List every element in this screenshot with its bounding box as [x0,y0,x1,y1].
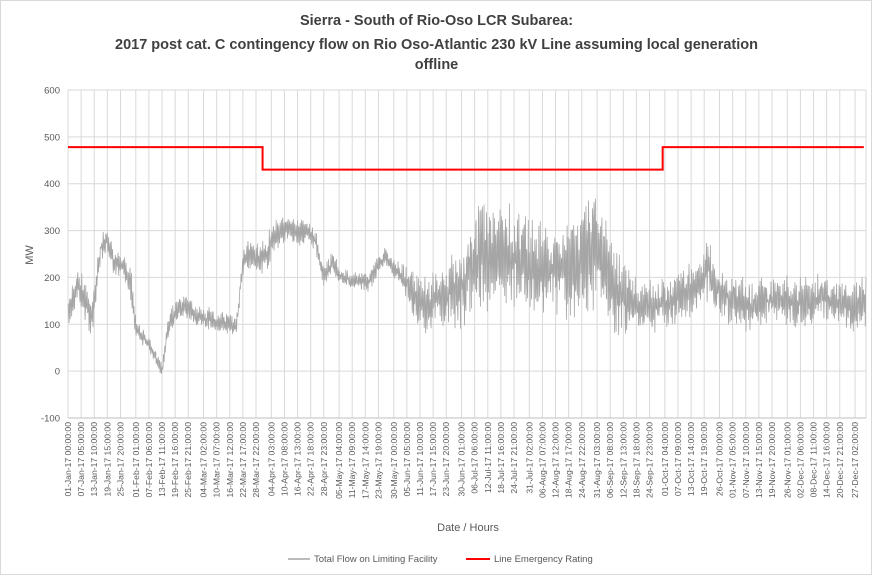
x-tick-label: 26-Oct-17 00:00:00 [715,422,725,496]
chart-title-line-3: offline [414,57,459,73]
x-tick-label: 25-Feb-17 21:00:00 [183,422,193,498]
series-layer [67,146,867,374]
x-tick-label: 27-Dec-17 02:00:00 [850,422,860,498]
x-tick-label: 01-Jan-17 00:00:00 [63,422,73,497]
y-tick-label: 200 [44,273,60,284]
x-tick-label: 30-May-17 00:00:00 [389,422,399,499]
x-tick-label: 12-Aug-17 12:00:00 [551,422,561,498]
x-tick-label: 17-May-17 14:00:00 [360,422,370,499]
legend: Total Flow on Limiting Facility Line Eme… [288,554,593,565]
x-tick-label: 01-Nov-17 05:00:00 [728,422,738,498]
x-tick-label: 19-Nov-17 20:00:00 [767,422,777,498]
x-tick-label: 07-Feb-17 06:00:00 [144,422,154,498]
x-tick-label: 10-Mar-17 07:00:00 [212,422,222,498]
x-tick-label: 04-Mar-17 02:00:00 [199,422,209,498]
y-tick-label: -100 [41,414,60,425]
x-tick-label: 07-Jan-17 05:00:00 [76,422,86,497]
x-tick-label: 31-Jul-17 02:00:00 [524,422,534,494]
grid-layer [67,89,867,419]
x-tick-label: 24-Aug-17 22:00:00 [577,422,587,498]
x-tick-label: 30-Jun-17 01:00:00 [457,422,467,497]
x-tick-label: 13-Feb-17 11:00:00 [157,422,167,497]
x-tick-label: 01-Oct-17 04:00:00 [660,422,670,496]
y-tick-label: 600 [44,86,60,97]
x-tick-label: 10-Apr-17 08:00:00 [279,422,289,496]
x-tick-label: 06-Aug-17 07:00:00 [537,422,547,498]
chart-title-line-2: 2017 post cat. C contingency flow on Rio… [115,37,758,53]
x-tick-label: 28-Mar-17 22:00:00 [251,422,261,498]
x-tick-label: 16-Mar-17 12:00:00 [225,422,235,498]
x-tick-label: 13-Nov-17 15:00:00 [754,422,764,498]
y-tick-label: 300 [44,226,60,237]
x-tick-label: 12-Jul-17 11:00:00 [483,422,493,493]
y-axis-label: MW [24,245,36,265]
x-tick-label: 18-Sep-17 18:00:00 [631,422,641,498]
x-tick-label: 11-May-17 09:00:00 [347,422,357,498]
x-tick-label: 01-Feb-17 01:00:00 [131,422,141,498]
x-tick-label: 16-Apr-17 13:00:00 [293,422,303,496]
x-tick-label: 14-Dec-17 16:00:00 [822,422,832,498]
x-tick-label: 12-Sep-17 13:00:00 [618,422,628,498]
x-tick-label: 24-Jul-17 21:00:00 [509,422,519,494]
x-tick-label: 11-Jun-17 10:00:00 [415,422,425,496]
legend-label-emergency-rating: Line Emergency Rating [494,554,593,565]
x-tick-label: 18-Jul-17 16:00:00 [496,422,506,494]
x-tick-label: 19-Jan-17 15:00:00 [102,422,112,497]
x-tick-label: 04-Apr-17 03:00:00 [266,422,276,496]
x-tick-label: 22-Mar-17 17:00:00 [238,422,248,498]
chart-title-line-1: Sierra - South of Rio-Oso LCR Subarea: [299,13,574,29]
series-line-total-flow [67,198,867,374]
x-tick-label: 31-Aug-17 03:00:00 [592,422,602,498]
x-axis: 01-Jan-17 00:00:00 07-Jan-17 05:00:00 13-J… [63,417,866,499]
x-tick-label: 05-May-17 04:00:00 [334,422,344,499]
x-tick-label: 17-Jun-17 15:00:00 [428,422,438,497]
y-tick-label: 0 [55,367,60,378]
y-tick-label: 100 [44,320,60,331]
x-tick-label: 26-Nov-17 01:00:00 [782,422,792,498]
y-tick-label: 400 [44,179,60,190]
x-tick-label: 18-Aug-17 17:00:00 [564,422,574,498]
x-tick-label: 07-Oct-17 09:00:00 [673,422,683,496]
x-tick-label: 02-Dec-17 06:00:00 [795,422,805,498]
y-axis: -100 0 100 200 300 400 500 600 [41,86,60,425]
x-tick-label: 08-Dec-17 11:00:00 [809,422,819,498]
x-tick-label: 24-Sep-17 23:00:00 [645,422,655,498]
x-tick-label: 23-May-17 19:00:00 [373,422,383,499]
legend-label-total-flow: Total Flow on Limiting Facility [314,554,438,565]
x-axis-label: Date / Hours [437,522,499,534]
x-tick-label: 22-Apr-17 18:00:00 [306,422,316,496]
x-tick-label: 06-Sep-17 08:00:00 [605,422,615,498]
x-tick-label: 20-Dec-17 21:00:00 [835,422,845,498]
x-tick-label: 13-Jan-17 10:00:00 [89,422,99,497]
x-tick-label: 25-Jan-17 20:00:00 [115,422,125,497]
x-tick-label: 19-Oct-17 19:00:00 [699,422,709,496]
x-tick-label: 07-Nov-17 10:00:00 [741,422,751,498]
series-line-emergency-rating [68,146,864,171]
x-tick-label: 06-Jul-17 06:00:00 [470,422,480,494]
x-tick-label: 23-Jun-17 20:00:00 [441,422,451,497]
x-tick-label: 28-Apr-17 23:00:00 [319,422,329,496]
x-tick-label: 13-Oct-17 14:00:00 [686,422,696,496]
y-tick-label: 500 [44,132,60,143]
x-tick-label: 19-Feb-17 16:00:00 [170,422,180,498]
x-tick-label: 05-Jun-17 05:00:00 [402,422,412,497]
